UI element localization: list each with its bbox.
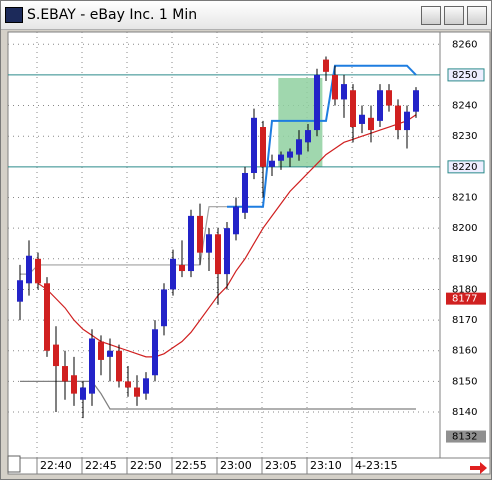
y-tick-label: 8160 xyxy=(452,346,477,357)
x-tick-label: 23:05 xyxy=(265,459,297,472)
y-tick-label: 8150 xyxy=(452,376,477,387)
price-line-box xyxy=(447,160,485,174)
candle-body xyxy=(107,350,113,357)
y-tick-label: 8190 xyxy=(452,254,477,265)
candle-body xyxy=(314,74,320,131)
indicator-line xyxy=(20,380,416,410)
candle-body xyxy=(386,90,392,106)
close-button[interactable] xyxy=(467,6,487,25)
candle-body xyxy=(89,338,95,394)
x-tick-label: 22:40 xyxy=(40,459,72,472)
app-icon xyxy=(5,7,23,23)
candle-body xyxy=(269,160,275,167)
y-tick-label: 8260 xyxy=(452,39,477,50)
y-tick-label: 8180 xyxy=(452,284,477,295)
window-title: S.EBAY - eBay Inc. 1 Min xyxy=(27,7,198,23)
y-tick-label: 8200 xyxy=(452,223,477,234)
candle-body xyxy=(17,280,23,302)
candle-body xyxy=(26,255,32,284)
price-axis xyxy=(439,31,491,459)
candle-body xyxy=(251,117,257,173)
candle-body xyxy=(323,59,329,72)
x-tick-label: 22:50 xyxy=(130,459,162,472)
candle-body xyxy=(233,206,239,235)
candle-body xyxy=(161,289,167,327)
candle-body xyxy=(62,366,68,382)
candle-body xyxy=(413,90,419,112)
scroll-arrow[interactable] xyxy=(470,462,487,474)
candle-body xyxy=(116,350,122,382)
candle-body xyxy=(278,154,284,161)
y-tick-label: 8210 xyxy=(452,192,477,203)
price-line-box xyxy=(447,68,485,82)
x-tick-label: 23:00 xyxy=(220,459,252,472)
candle-body xyxy=(98,341,104,360)
candle-body xyxy=(359,114,365,124)
candle-body xyxy=(170,258,176,290)
y-tick-label: 8140 xyxy=(452,407,477,418)
last-price-box xyxy=(446,292,486,305)
candle-body xyxy=(80,387,86,400)
candle-body xyxy=(44,283,50,351)
candle-body xyxy=(305,130,311,143)
candle-body xyxy=(179,264,185,272)
candle-body xyxy=(53,344,59,367)
title-bar: S.EBAY - eBay Inc. 1 Min xyxy=(1,1,491,30)
candle-body xyxy=(125,381,131,388)
candle-body xyxy=(350,90,356,128)
candle-body xyxy=(296,139,302,155)
candle-body xyxy=(206,234,212,253)
candle-body xyxy=(71,375,77,394)
y-tick-label: 8170 xyxy=(452,315,477,326)
y-tick-label: 8240 xyxy=(452,101,477,112)
x-tick-label: 22:45 xyxy=(85,459,117,472)
x-tick-label: 22:55 xyxy=(175,459,207,472)
candle-body xyxy=(35,258,41,284)
candle-body xyxy=(242,172,248,213)
bottom-marker-box xyxy=(446,430,486,443)
candle-body xyxy=(260,127,266,167)
candle-body xyxy=(287,151,293,158)
candle-body xyxy=(224,228,230,275)
candle-body xyxy=(188,215,194,272)
last-price-label: 8177 xyxy=(452,294,477,305)
candle-body xyxy=(134,387,140,397)
y-tick-label: 8230 xyxy=(452,131,477,142)
candle-body xyxy=(377,90,383,121)
x-tick-label: 4-23:15 xyxy=(355,459,398,472)
price-line-label: 8250 xyxy=(452,70,477,81)
maximize-button[interactable] xyxy=(444,6,464,25)
candle-body xyxy=(143,378,149,394)
minimize-button[interactable] xyxy=(421,6,441,25)
indicator-line xyxy=(227,64,417,208)
scroll-box[interactable] xyxy=(7,455,21,473)
candle-body xyxy=(197,215,203,253)
candle-body xyxy=(332,74,338,100)
price-line-label: 8220 xyxy=(452,162,477,173)
bottom-marker-label: 8132 xyxy=(452,432,477,443)
candle-body xyxy=(152,329,158,376)
x-tick-label: 23:10 xyxy=(310,459,342,472)
candle-body xyxy=(368,117,374,131)
candle-body xyxy=(215,234,221,275)
candle-body xyxy=(341,84,347,100)
candle-body xyxy=(404,111,410,131)
candle-body xyxy=(395,105,401,131)
